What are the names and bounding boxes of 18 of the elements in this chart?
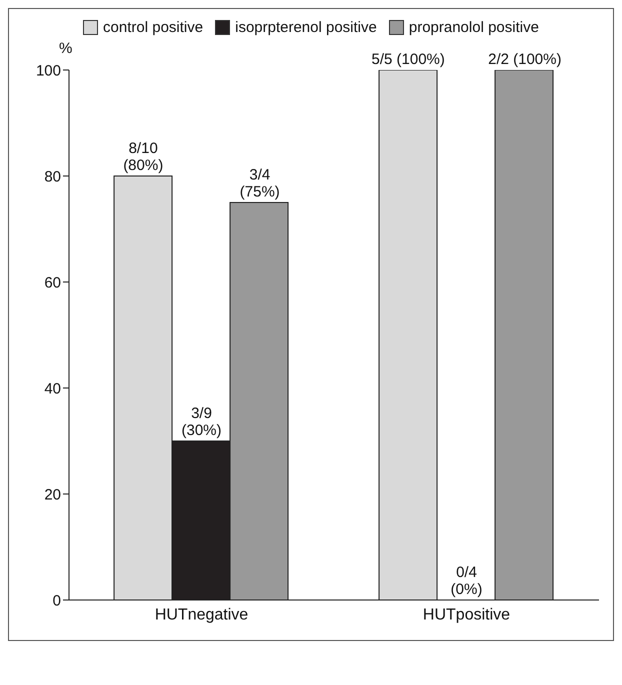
data-label: 3/9 (30%)	[181, 405, 222, 439]
legend-label: control positive	[102, 19, 204, 36]
y-tick-label: 0	[52, 592, 61, 610]
y-axis-title: %	[59, 40, 72, 57]
x-tick-label: HUTnegative	[154, 606, 248, 624]
y-tick-label: 60	[44, 274, 61, 292]
data-label: 2/2 (100%)	[488, 51, 562, 68]
legend-label: propranolol positive	[408, 19, 539, 36]
data-label: 8/10 (80%)	[123, 140, 164, 174]
data-label: 0/4 (0%)	[450, 564, 482, 598]
data-label: 3/4 (75%)	[240, 166, 280, 200]
x-tick-label: HUTpositive	[422, 606, 510, 624]
y-tick-label: 80	[44, 168, 61, 186]
y-tick-label: 20	[44, 486, 61, 504]
y-tick-label: 40	[44, 380, 61, 398]
y-tick-label: 100	[36, 62, 61, 80]
legend-label: isoprpterenol positive	[234, 19, 377, 36]
data-label: 5/5 (100%)	[372, 51, 445, 68]
